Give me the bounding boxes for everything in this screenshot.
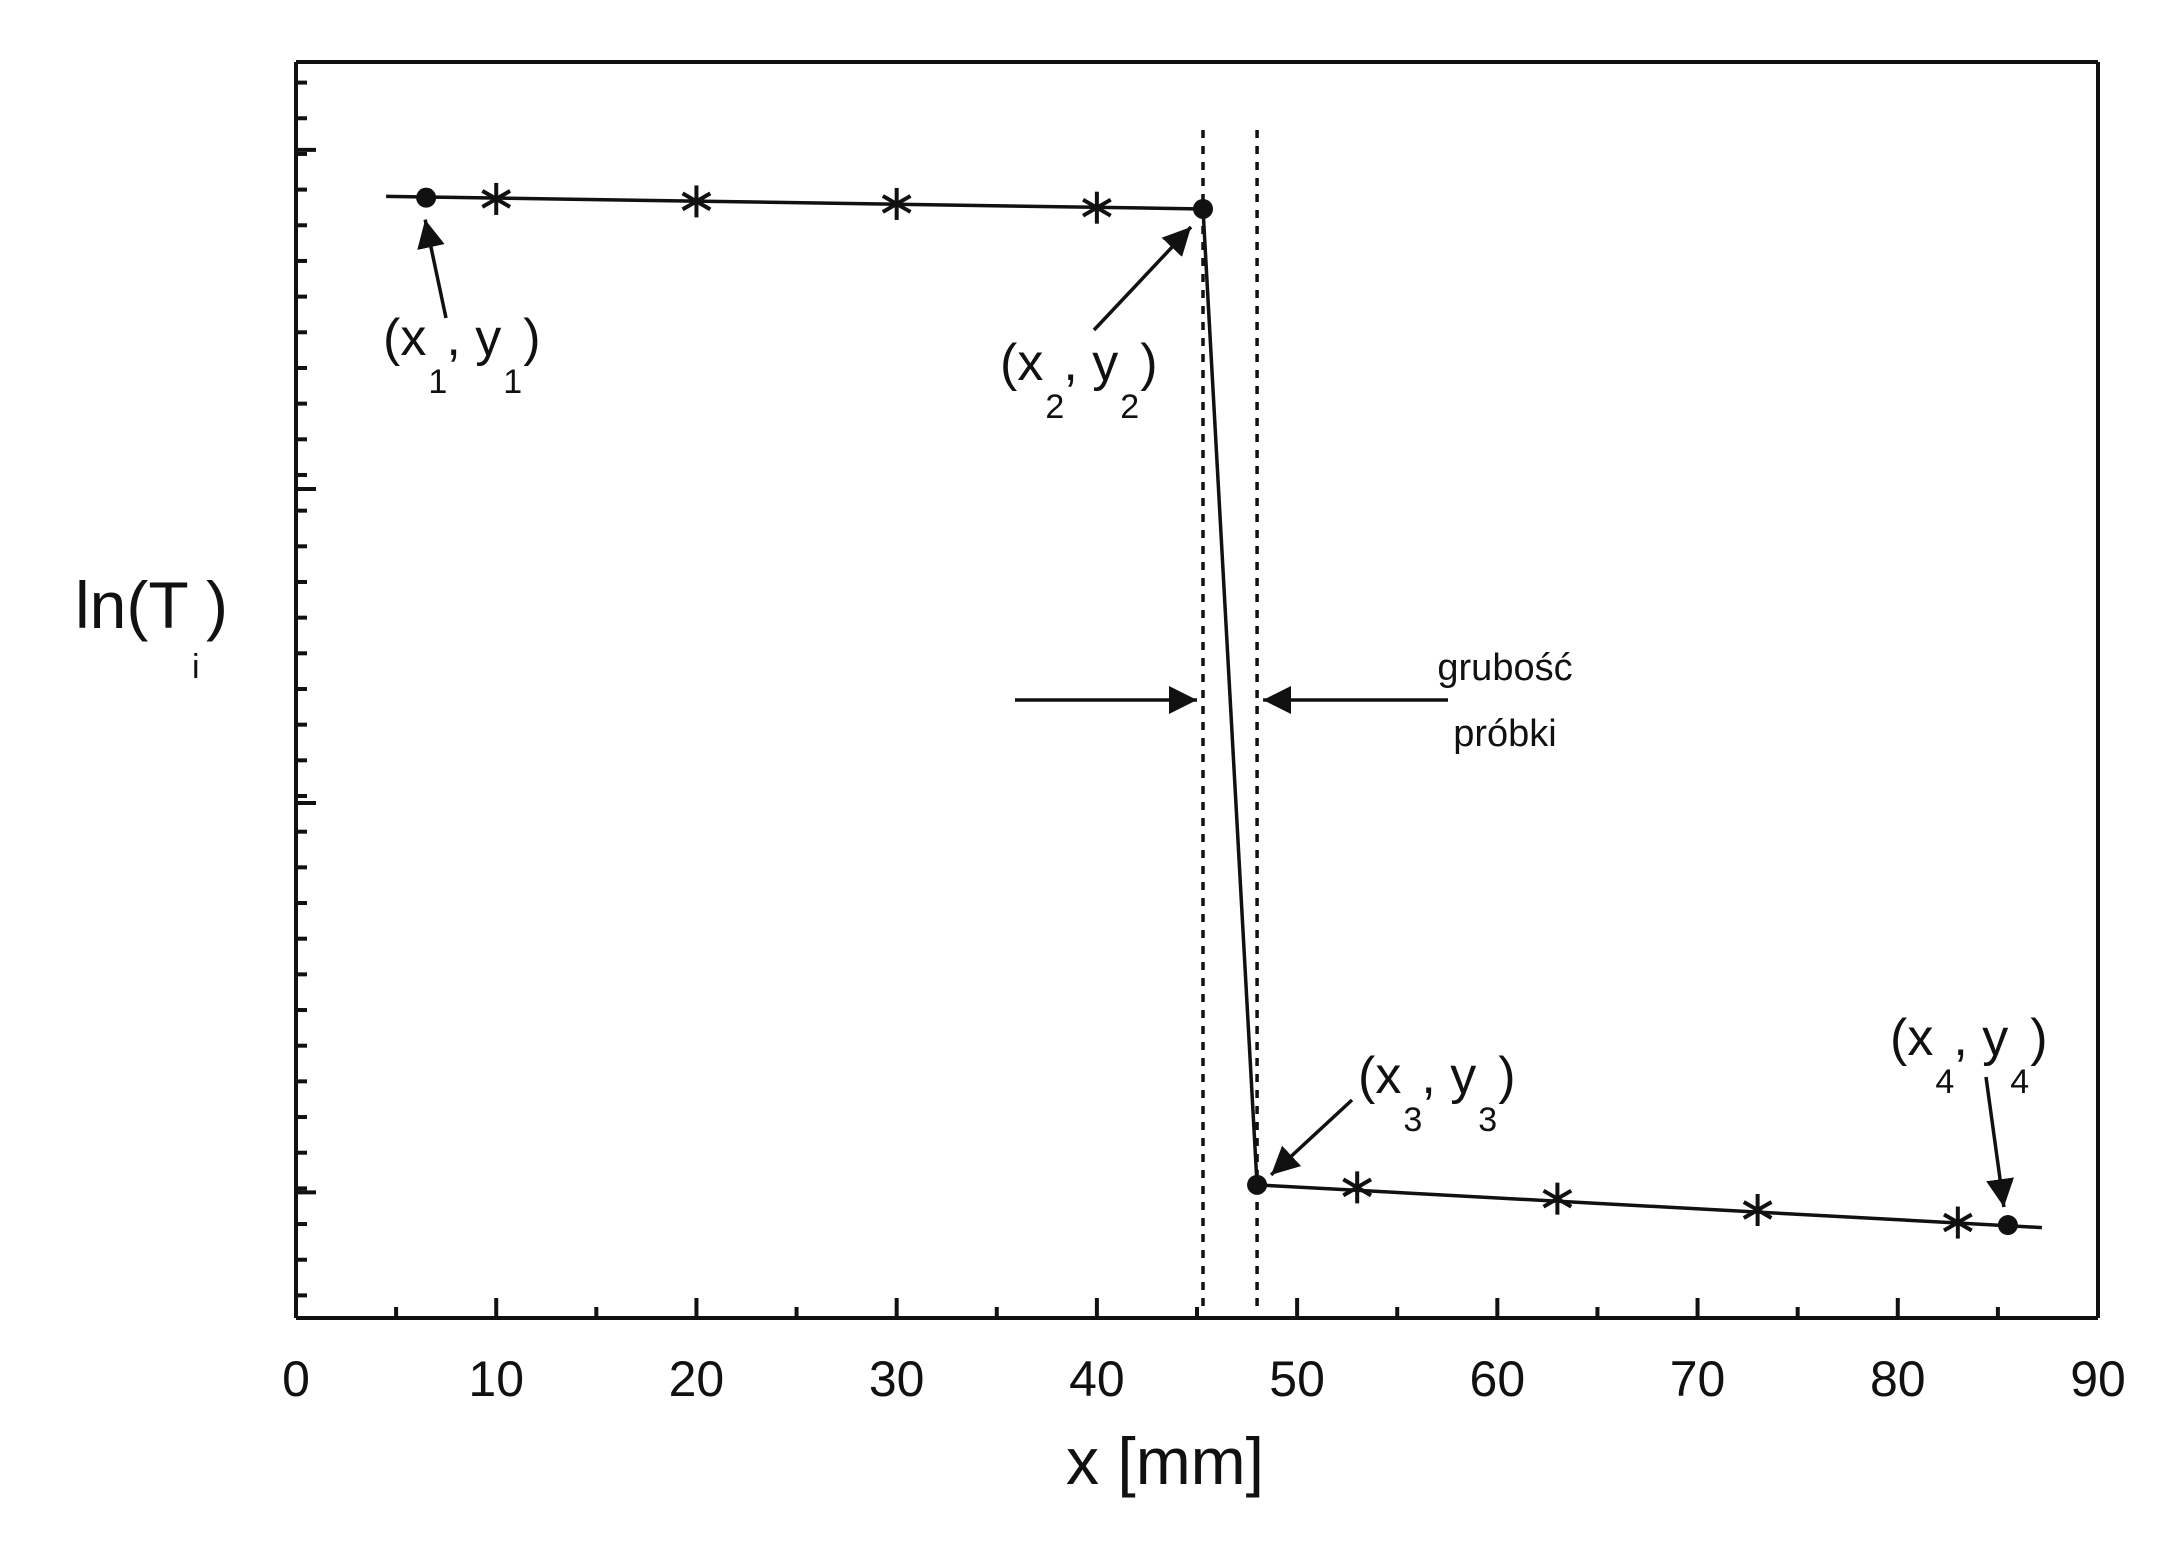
star-marker [1542, 1182, 1573, 1215]
annotation-subscript: 1 [428, 363, 447, 401]
star-stroke [1942, 1212, 1973, 1233]
sample-thickness-dashed-lines [1201, 130, 1259, 1314]
annotation-arrow [1984, 1076, 2014, 1208]
star-marker [1742, 1193, 1773, 1226]
point-annotations: (x1, y1) (x2, y2)(x3, y3)(x4, y4) [383, 219, 2048, 1208]
x-tick-label: 10 [468, 1351, 524, 1407]
point-annotation: (x3, y3) [1269, 1047, 1516, 1177]
star-stroke [1082, 197, 1112, 218]
star-marker [681, 185, 712, 218]
x-tick-label: 80 [1870, 1351, 1926, 1407]
point-annotation: (x1, y1) [383, 219, 541, 401]
star-marker [481, 182, 512, 215]
data-series-line [386, 194, 2043, 1230]
x-axis-ticks [294, 1298, 2100, 1318]
dot-markers [416, 187, 2018, 1236]
y-axis-ticks [296, 80, 316, 1298]
annotation-subscript: 1 [503, 363, 522, 401]
x-tick-label: 20 [669, 1351, 725, 1407]
dot-marker [1193, 198, 1214, 219]
annotation-text: , y [1063, 334, 1118, 392]
annotation-text: (x [1890, 1009, 1933, 1067]
y-axis-title-main: ln(T [75, 568, 189, 642]
annotation-subscript: 3 [1478, 1101, 1497, 1139]
x-tick-label: 60 [1470, 1351, 1526, 1407]
annotation-text: ) [2030, 1009, 2047, 1067]
annotation-subscript: 2 [1120, 388, 1139, 426]
x-tick-label: 90 [2070, 1351, 2126, 1407]
x-tick-label: 30 [869, 1351, 925, 1407]
annotation-arrow [417, 219, 448, 319]
x-tick-label: 50 [1269, 1351, 1325, 1407]
annotation-subscript: 4 [2010, 1063, 2029, 1101]
star-marker [1942, 1206, 1973, 1239]
annotation-text: ) [1498, 1047, 1515, 1105]
thickness-label-line2: próbki [1453, 713, 1557, 755]
annotation-subscript: 3 [1403, 1101, 1422, 1139]
thickness-label-line1: grubość [1437, 647, 1572, 689]
annotation-text: (x [383, 309, 426, 367]
annotation-text: , y [1421, 1047, 1476, 1105]
dot-marker [416, 187, 437, 208]
star-stroke [681, 191, 712, 212]
x-axis-title: x [mm] [1066, 1424, 1264, 1498]
y-axis-title: ln(T i ) [75, 568, 228, 686]
star-marker [881, 187, 912, 220]
annotation-text: , y [1953, 1009, 2008, 1067]
star-stroke [1342, 1177, 1373, 1198]
star-marker [1082, 191, 1112, 224]
annotation-text: (x [1000, 334, 1043, 392]
star-stroke [881, 194, 912, 214]
star-stroke [481, 189, 512, 209]
star-stroke [1542, 1188, 1573, 1209]
star-stroke [1742, 1200, 1773, 1220]
annotation-subscript: 4 [1935, 1063, 1954, 1101]
annotation-text: (x [1358, 1047, 1401, 1105]
annotation-arrow [1092, 225, 1193, 332]
point-annotation: (x4, y4) [1890, 1009, 2048, 1208]
annotation-arrow [1269, 1098, 1354, 1177]
star-markers [481, 182, 1973, 1239]
x-tick-label: 40 [1069, 1351, 1125, 1407]
x-tick-label: 0 [282, 1351, 310, 1407]
annotation-subscript: 2 [1045, 388, 1064, 426]
annotation-text: , y [446, 309, 501, 367]
annotation-text: ) [523, 309, 540, 367]
dot-marker [1247, 1174, 1268, 1195]
star-marker [1342, 1171, 1373, 1204]
y-axis-title-subscript: i [192, 648, 200, 686]
y-axis-title-close: ) [206, 568, 228, 642]
point-annotation: (x2, y2) [1000, 225, 1193, 426]
x-axis-tick-labels: 0 10 20 30 40 50 60 70 80 90 [282, 1351, 2126, 1407]
annotation-text: ) [1140, 334, 1157, 392]
x-tick-label: 70 [1670, 1351, 1726, 1407]
dot-marker [1997, 1215, 2018, 1236]
